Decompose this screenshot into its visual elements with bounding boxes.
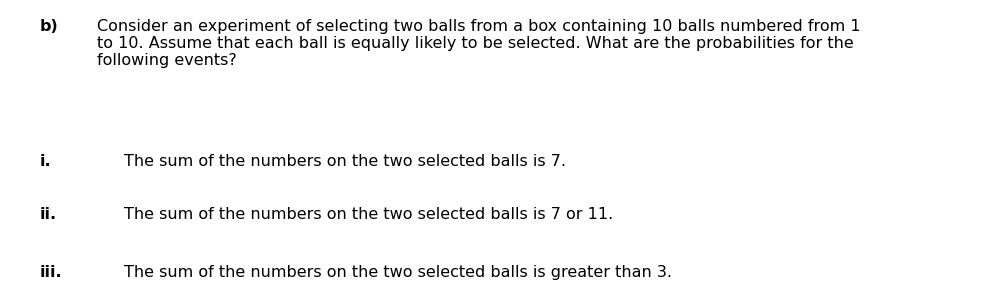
Text: i.: i.	[40, 154, 52, 169]
Text: iii.: iii.	[40, 265, 63, 279]
Text: The sum of the numbers on the two selected balls is 7 or 11.: The sum of the numbers on the two select…	[124, 207, 613, 222]
Text: Consider an experiment of selecting two balls from a box containing 10 balls num: Consider an experiment of selecting two …	[97, 19, 861, 68]
Text: The sum of the numbers on the two selected balls is greater than 3.: The sum of the numbers on the two select…	[124, 265, 672, 279]
Text: The sum of the numbers on the two selected balls is 7.: The sum of the numbers on the two select…	[124, 154, 567, 169]
Text: b): b)	[40, 19, 59, 33]
Text: ii.: ii.	[40, 207, 57, 222]
